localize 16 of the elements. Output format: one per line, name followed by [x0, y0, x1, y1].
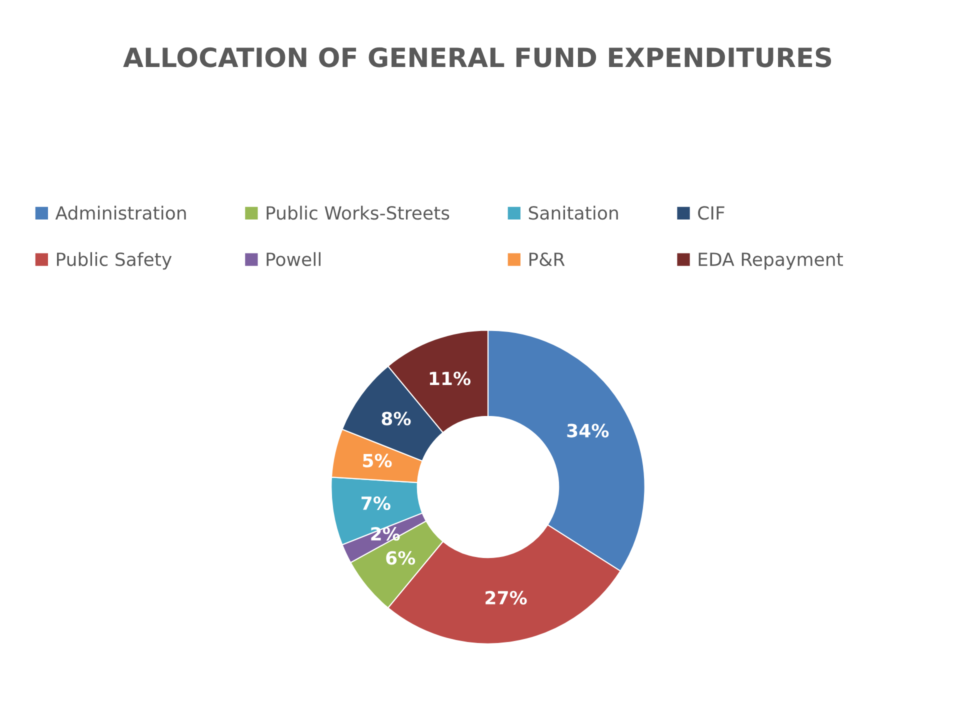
legend-label: P&R: [529, 252, 565, 266]
data-label: 5%: [363, 454, 392, 468]
data-label: 8%: [382, 412, 411, 426]
data-label: 7%: [362, 496, 390, 510]
legend-label: Public Safety: [57, 252, 172, 270]
legend-label: Public Works-Streets: [266, 206, 450, 220]
legend-label: Powell: [266, 252, 320, 266]
legend-label: CIF: [698, 206, 724, 220]
legend-label: EDA Repayment: [698, 252, 843, 270]
data-label: 11%: [430, 372, 471, 386]
data-label: 34%: [567, 424, 609, 438]
data-label: 27%: [486, 590, 527, 605]
legend-label: Sanitation: [528, 206, 618, 220]
chart-title: ALLOCATION OF GENERAL FUND EXPENDITURES: [123, 47, 832, 68]
legend-label: Administration: [55, 206, 186, 220]
data-label: 6%: [386, 551, 416, 565]
